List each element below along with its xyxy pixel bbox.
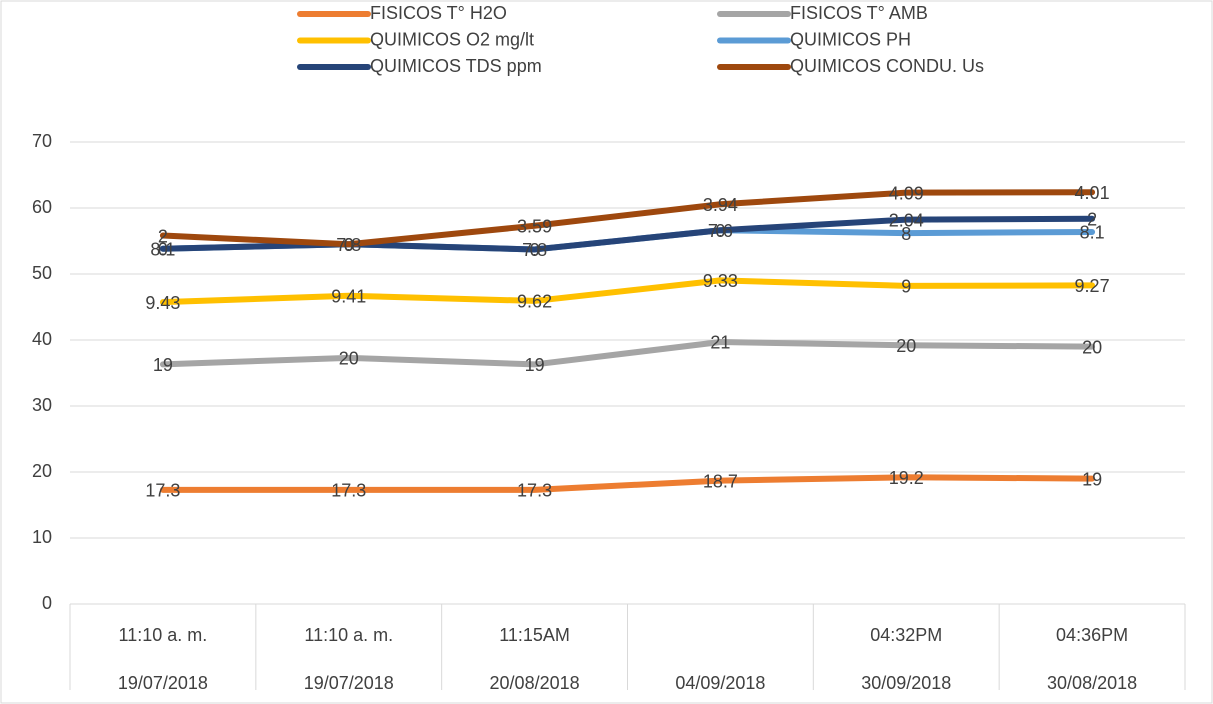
- data-label: 0: [344, 235, 354, 255]
- y-tick-label: 30: [32, 395, 52, 415]
- data-label: 19: [1082, 469, 1102, 489]
- data-label: 9.33: [703, 271, 738, 291]
- data-label: 0: [344, 235, 354, 255]
- legend-label: QUIMICOS CONDU. Us: [790, 56, 984, 76]
- data-label: 7.8: [336, 235, 361, 255]
- y-tick-label: 50: [32, 263, 52, 283]
- x-tick-date: 19/07/2018: [118, 673, 208, 693]
- data-label: 19: [525, 355, 545, 375]
- legend-label: FISICOS T° AMB: [790, 3, 928, 23]
- data-label: 9: [901, 277, 911, 297]
- y-tick-label: 40: [32, 329, 52, 349]
- data-label: 2: [158, 226, 168, 246]
- x-tick-label: 11:10 a. m.: [119, 625, 208, 645]
- data-label: 3.59: [517, 217, 552, 237]
- x-tick-label: 11:15AM: [499, 625, 570, 645]
- x-tick-date: 04/09/2018: [675, 673, 765, 693]
- y-tick-label: 70: [32, 131, 52, 151]
- data-label: 19: [153, 355, 173, 375]
- data-label: 17.3: [331, 481, 366, 501]
- x-tick-date: 30/09/2018: [861, 673, 951, 693]
- x-tick-label: 11:10 a. m.: [304, 625, 393, 645]
- x-tick-date: 20/08/2018: [490, 673, 580, 693]
- data-label: 19.2: [889, 468, 924, 488]
- data-label: 0: [715, 221, 725, 241]
- data-label: 0: [158, 239, 168, 259]
- x-tick-label: 04:36PM: [1056, 625, 1128, 645]
- data-label: 2.04: [889, 210, 924, 230]
- data-label: 20: [1082, 337, 1102, 357]
- data-label: 2: [1087, 210, 1097, 230]
- y-tick-label: 10: [32, 527, 52, 547]
- data-label: 9.43: [145, 293, 180, 313]
- data-label: 9.62: [517, 292, 552, 312]
- data-label: 17.3: [145, 481, 180, 501]
- series-line: [159, 277, 1096, 306]
- data-label: 8.1: [150, 239, 175, 259]
- x-tick-date: 30/08/2018: [1047, 673, 1137, 693]
- data-label: 9.27: [1075, 276, 1110, 296]
- data-label: 21: [710, 333, 730, 353]
- data-label: 7.8: [522, 240, 547, 260]
- data-label: 9.41: [331, 286, 366, 306]
- data-label: 18.7: [703, 471, 738, 491]
- data-label: 8.1: [1080, 223, 1105, 243]
- data-label: 0: [530, 240, 540, 260]
- legend-label: QUIMICOS O2 mg/lt: [370, 29, 534, 49]
- x-tick-label: 04:32PM: [870, 625, 942, 645]
- data-label: 7.6: [708, 221, 733, 241]
- series-line: [159, 338, 1096, 368]
- data-label: 3.94: [703, 195, 738, 215]
- legend-label: QUIMICOS PH: [790, 29, 911, 49]
- data-label: 8: [901, 224, 911, 244]
- x-tick-date: 19/07/2018: [304, 673, 394, 693]
- y-tick-label: 60: [32, 197, 52, 217]
- legend-label: FISICOS T° H2O: [370, 3, 507, 23]
- data-label: 4.01: [1075, 183, 1110, 203]
- y-tick-label: 20: [32, 461, 52, 481]
- series-line: [159, 474, 1096, 493]
- series-line: [159, 189, 1096, 248]
- data-label: 4.09: [889, 183, 924, 203]
- y-tick-label: 0: [42, 593, 52, 613]
- data-label: 17.3: [517, 481, 552, 501]
- data-label: 20: [339, 349, 359, 369]
- legend-label: QUIMICOS TDS ppm: [370, 56, 542, 76]
- data-label: 20: [896, 336, 916, 356]
